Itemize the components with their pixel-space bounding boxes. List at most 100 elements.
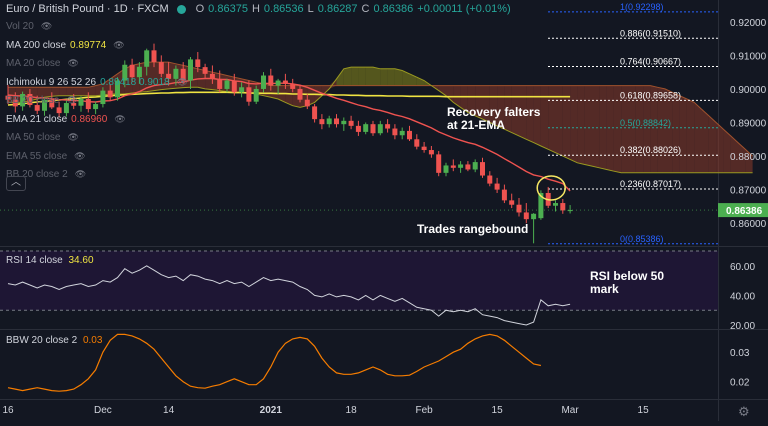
candle-body: [304, 99, 310, 107]
ohlc-close-key: C: [361, 3, 370, 15]
annotation-rsi: RSI below 50 mark: [590, 270, 670, 296]
candle-body: [501, 189, 507, 201]
ichimoku-senkou-b: [8, 66, 753, 174]
settings-gear-icon[interactable]: ⚙: [738, 404, 750, 419]
rsi-tick-label: 40.00: [730, 291, 755, 302]
ichimoku-cloud-segment: [686, 99, 695, 173]
ichimoku-cloud-segment: [540, 85, 549, 150]
time-axis-label: 15: [492, 405, 504, 416]
visibility-eye-icon[interactable]: 👁: [114, 113, 126, 124]
rsi-band: [0, 250, 718, 311]
price-tick-label: 0.86000: [730, 219, 767, 230]
indicator-legend-label: EMA 55 close: [6, 150, 68, 162]
visibility-eye-icon[interactable]: 👁: [74, 169, 87, 179]
ichimoku-cloud-segment: [380, 68, 388, 86]
ohlc-open-value: 0.86375: [208, 3, 248, 15]
visibility-eye-icon[interactable]: 👁: [67, 58, 79, 68]
fib-level-label: 0(0.85386): [620, 234, 664, 244]
indicator-legend-item[interactable]: Vol 20 👁: [6, 21, 52, 32]
candle-body: [151, 50, 157, 63]
ichimoku-cloud-segment: [672, 92, 680, 173]
indicator-legend-item[interactable]: MA 200 close 0.89774 👁: [6, 40, 125, 51]
ichimoku-cloud-segment: [679, 95, 687, 173]
candle-body: [224, 80, 230, 89]
candle-body: [115, 80, 120, 98]
symbol-header: Euro / British Pound · 1D · FXCM O 0.8637…: [6, 3, 511, 15]
candle-body: [195, 59, 201, 68]
candle-body: [436, 154, 442, 173]
candle-body: [509, 200, 515, 205]
indicator-legend-item[interactable]: Ichimoku 9 26 52 26 0.89418 0.9018 👁: [6, 77, 188, 88]
candle-body: [217, 78, 223, 89]
ichimoku-cloud-segment: [694, 102, 702, 173]
bbw-tick-label: 0.02: [730, 378, 750, 389]
candle-body: [531, 213, 537, 220]
indicator-legend-item[interactable]: MA 20 close 👁: [6, 58, 79, 69]
indicator-legend-label: MA 20 close: [6, 58, 61, 69]
ohlc-open-key: O: [195, 3, 205, 15]
candle-body: [523, 212, 529, 220]
ichimoku-cloud-segment: [402, 70, 410, 86]
ichimoku-cloud-segment: [475, 85, 483, 120]
candle-body: [458, 164, 464, 168]
visibility-eye-icon[interactable]: 👁: [66, 95, 78, 105]
indicator-legend-label: Ichimoku 9 26 52 26: [6, 76, 97, 88]
candle-body: [158, 62, 164, 74]
candle-body: [553, 203, 558, 206]
candle-body: [348, 120, 354, 126]
ohlc-low-key: L: [307, 3, 314, 15]
candle-body: [290, 83, 296, 89]
indicator-legend-item[interactable]: MA 50 close 👁: [6, 132, 79, 143]
visibility-eye-icon[interactable]: 👁: [40, 21, 53, 31]
market-status-icon: [176, 4, 186, 14]
price-tick-label: 0.87000: [730, 186, 767, 197]
visibility-eye-icon[interactable]: 👁: [67, 132, 79, 142]
ichimoku-cloud-segment: [613, 85, 622, 173]
rsi-legend-value: 34.60: [68, 255, 94, 266]
ichimoku-cloud-segment: [606, 85, 614, 172]
ichimoku-cloud-segment: [88, 85, 96, 96]
indicator-legend-item[interactable]: BB 20 close 2 👁: [6, 169, 86, 180]
time-axis-label: 14: [163, 405, 175, 416]
candle-body: [202, 67, 208, 74]
symbol-title[interactable]: Euro / British Pound · 1D · FXCM: [6, 3, 169, 15]
annotation-highlight-circle: [536, 175, 566, 201]
ichimoku-cloud-segment: [358, 67, 366, 86]
fib-level-label: 0.618(0.89658): [620, 90, 681, 100]
candle-body: [414, 139, 420, 147]
candle-body: [450, 165, 456, 168]
candle-body: [516, 204, 522, 213]
collapse-legend-button[interactable]: ︿: [6, 176, 26, 191]
bbw-legend-label: BBW 20 close 2: [6, 335, 78, 346]
candle-body: [385, 124, 391, 129]
candle-body: [49, 99, 55, 108]
time-axis-label: Feb: [415, 405, 433, 416]
candle-body: [494, 183, 500, 190]
indicator-legend-item[interactable]: EMA 21 close 0.86960 👁: [6, 114, 126, 125]
indicator-legend-label: Vol 20: [6, 21, 34, 32]
price-tick-label: 0.89000: [730, 119, 767, 130]
visibility-eye-icon[interactable]: 👁: [113, 39, 125, 50]
candle-body: [56, 107, 62, 114]
ichimoku-cloud-segment: [66, 87, 74, 96]
indicator-legend-item[interactable]: BB 20 close 👁: [6, 95, 78, 106]
candle-body: [27, 93, 33, 106]
time-axis-label: 15: [638, 405, 650, 416]
annotation-recovery: Recovery falters at 21-EMA: [447, 106, 547, 132]
visibility-eye-icon[interactable]: 👁: [176, 76, 189, 87]
visibility-eye-icon[interactable]: 👁: [74, 150, 86, 161]
indicator-legend-value: 0.86960: [71, 113, 108, 125]
indicator-legend-item[interactable]: EMA 55 close 👁: [6, 151, 86, 162]
candle-body: [12, 99, 18, 107]
ichimoku-cloud-segment: [716, 122, 724, 173]
candle-body: [173, 68, 179, 79]
candle-body: [319, 119, 325, 125]
ichimoku-cloud-segment: [387, 68, 395, 86]
time-axis-label: 18: [346, 405, 358, 416]
annotation-range: Trades rangebound: [417, 223, 528, 236]
ichimoku-cloud-segment: [482, 85, 490, 123]
ichimoku-cloud-segment: [51, 87, 60, 97]
ichimoku-cloud-segment: [592, 85, 600, 168]
